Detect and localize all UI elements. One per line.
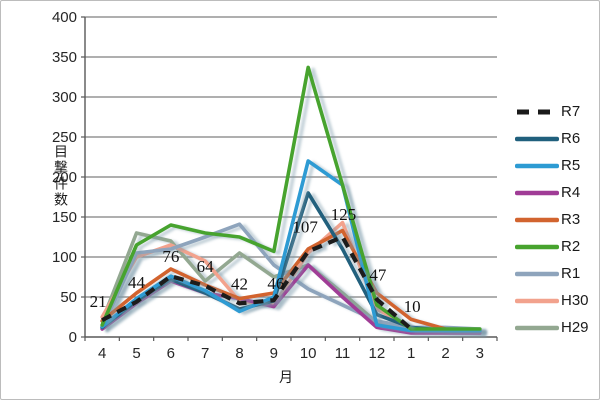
legend-swatch-h30 bbox=[515, 298, 559, 303]
legend-item-h30: H30 bbox=[515, 287, 589, 314]
axes bbox=[81, 16, 498, 341]
data-label: 21 bbox=[90, 292, 107, 311]
series-line-r7 bbox=[101, 234, 413, 331]
legend-item-r2: R2 bbox=[515, 233, 589, 260]
x-tick-label: 1 bbox=[407, 345, 415, 362]
legend-label: R7 bbox=[561, 103, 581, 120]
x-tick-label: 12 bbox=[368, 345, 385, 362]
data-label: 107 bbox=[292, 217, 318, 236]
series-lines bbox=[100, 65, 482, 335]
legend-swatch-r3 bbox=[515, 217, 559, 222]
x-tick-label: 3 bbox=[476, 345, 484, 362]
x-tick-label: 4 bbox=[98, 345, 106, 362]
legend-label: R4 bbox=[561, 184, 581, 201]
legend-label: R2 bbox=[561, 238, 581, 255]
x-tick-label: 2 bbox=[441, 345, 449, 362]
legend-item-r1: R1 bbox=[515, 260, 589, 287]
legend-item-r3: R3 bbox=[515, 206, 589, 233]
data-label: 76 bbox=[162, 247, 179, 266]
legend-item-r7: R7 bbox=[515, 98, 589, 125]
y-tick-label: 100 bbox=[52, 249, 77, 266]
data-labels: 21 44 76 64 42 46 107 125 47 10 bbox=[90, 205, 421, 316]
data-label: 46 bbox=[267, 274, 284, 293]
data-label: 10 bbox=[404, 297, 421, 316]
y-tick-label: 300 bbox=[52, 89, 77, 106]
legend: R7 R6 R5 R4 R3 R2 R1 H30 H29 bbox=[515, 98, 589, 341]
y-axis-title: 目撃件数 bbox=[53, 144, 69, 208]
legend-swatch-r6 bbox=[515, 136, 559, 141]
legend-item-r5: R5 bbox=[515, 152, 589, 179]
x-tick-label: 10 bbox=[300, 345, 317, 362]
legend-label: R5 bbox=[561, 157, 581, 174]
legend-label: R1 bbox=[561, 265, 581, 282]
legend-item-r4: R4 bbox=[515, 179, 589, 206]
y-tick-label: 250 bbox=[52, 129, 77, 146]
x-tick-label: 6 bbox=[167, 345, 175, 362]
legend-label: H29 bbox=[561, 319, 589, 336]
x-tick-label: 7 bbox=[201, 345, 209, 362]
y-tick-label: 200 bbox=[52, 169, 77, 186]
legend-label: R3 bbox=[561, 211, 581, 228]
legend-label: R6 bbox=[561, 130, 581, 147]
gridlines bbox=[85, 16, 497, 298]
data-label: 47 bbox=[369, 265, 387, 284]
legend-swatch-r1 bbox=[515, 271, 559, 276]
y-axis-tick-labels: 0 50 100 150 200 250 300 350 400 bbox=[52, 9, 77, 346]
y-tick-label: 50 bbox=[60, 289, 77, 306]
series-line-r3 bbox=[100, 228, 482, 333]
x-tick-label: 5 bbox=[132, 345, 140, 362]
legend-swatch-r2 bbox=[515, 244, 559, 249]
data-label: 64 bbox=[197, 257, 215, 276]
x-tick-label: 9 bbox=[270, 345, 278, 362]
data-label: 125 bbox=[331, 205, 357, 224]
y-tick-label: 400 bbox=[52, 9, 77, 26]
legend-swatch-r5 bbox=[515, 163, 559, 168]
x-axis-title: 月 bbox=[279, 369, 293, 385]
legend-item-h29: H29 bbox=[515, 314, 589, 341]
y-tick-label: 350 bbox=[52, 49, 77, 66]
x-tick-label: 11 bbox=[335, 345, 351, 362]
y-tick-label: 0 bbox=[69, 329, 77, 346]
legend-swatch-r4 bbox=[515, 190, 559, 195]
legend-swatch-r7 bbox=[517, 109, 557, 114]
series-line-r2 bbox=[100, 65, 482, 331]
x-axis-tick-labels: 4 5 6 7 8 9 10 11 12 1 2 3 bbox=[98, 345, 484, 362]
legend-label: H30 bbox=[561, 292, 589, 309]
y-tick-label: 150 bbox=[52, 209, 77, 226]
x-tick-label: 8 bbox=[235, 345, 243, 362]
data-label: 42 bbox=[231, 274, 248, 293]
series-line-r6 bbox=[100, 191, 482, 333]
legend-swatch-h29 bbox=[515, 325, 559, 330]
legend-item-r6: R6 bbox=[515, 125, 589, 152]
data-label: 44 bbox=[128, 273, 146, 292]
